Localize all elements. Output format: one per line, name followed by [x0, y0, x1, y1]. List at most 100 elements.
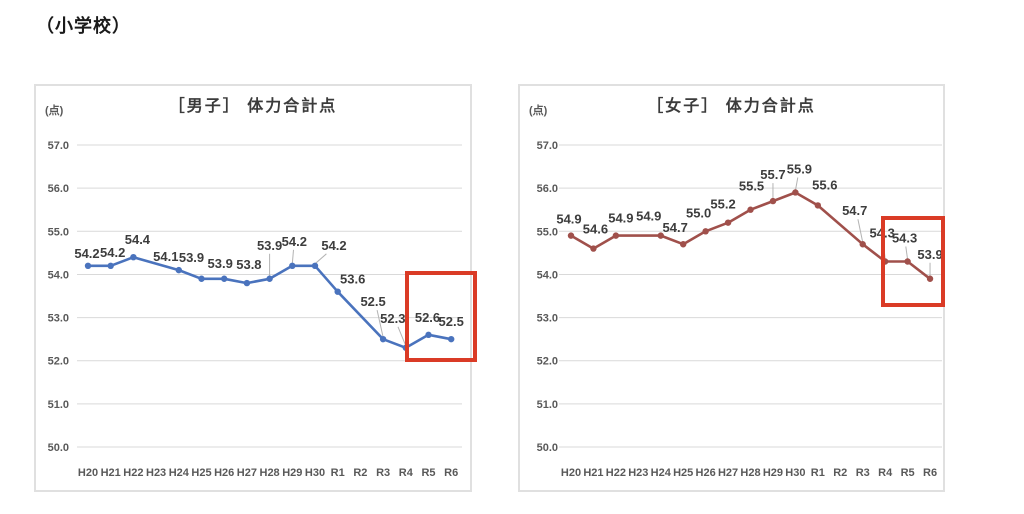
- data-label: 54.2: [282, 234, 307, 249]
- x-axis-tick: R1: [331, 467, 345, 479]
- highlight-box-boys-recent: [405, 271, 477, 362]
- y-axis-tick: 57.0: [537, 140, 558, 152]
- data-point-marker: [379, 335, 387, 343]
- x-axis-tick: R1: [811, 467, 825, 479]
- data-point-marker: [859, 241, 866, 248]
- data-point-marker: [130, 253, 137, 261]
- x-axis-tick: H27: [718, 467, 738, 479]
- data-point-marker: [769, 197, 777, 205]
- data-point-marker: [266, 275, 273, 282]
- data-point-marker: [311, 262, 319, 270]
- data-point-marker: [657, 232, 664, 239]
- x-axis-tick: R6: [444, 467, 458, 479]
- x-axis-tick: H22: [606, 467, 626, 479]
- data-point-marker: [747, 206, 754, 213]
- x-axis-tick: H24: [651, 467, 672, 479]
- y-axis-tick: 54.0: [537, 269, 558, 281]
- x-axis-tick: R4: [399, 467, 414, 479]
- x-axis-tick: R2: [833, 467, 847, 479]
- y-axis-tick: 53.0: [48, 313, 69, 325]
- data-label: 54.2: [74, 246, 99, 261]
- y-axis-unit-label: (点): [45, 105, 64, 117]
- data-point-marker: [243, 279, 251, 287]
- data-point-marker: [680, 241, 687, 248]
- label-leader-line: [397, 326, 407, 346]
- data-label: 54.6: [583, 222, 608, 237]
- x-axis-tick: R3: [376, 467, 390, 479]
- data-label: 54.2: [100, 245, 125, 260]
- y-axis-tick: 51.0: [48, 399, 69, 411]
- x-axis-tick: H28: [740, 467, 760, 479]
- x-axis-tick: H21: [101, 467, 121, 479]
- data-point-marker: [567, 232, 575, 239]
- data-label: 55.9: [787, 161, 812, 176]
- data-label: 53.6: [340, 272, 365, 287]
- data-point-marker: [724, 219, 732, 226]
- x-axis-tick: H23: [146, 467, 166, 479]
- data-label: 54.7: [663, 220, 688, 235]
- y-axis-tick: 52.0: [537, 356, 558, 368]
- data-point-marker: [702, 228, 709, 235]
- data-point-marker: [612, 232, 620, 239]
- label-leader-line: [314, 253, 327, 265]
- data-point-marker: [198, 275, 205, 282]
- data-label: 52.3: [380, 311, 405, 326]
- x-axis-tick: H21: [583, 467, 603, 479]
- data-point-marker: [84, 262, 92, 270]
- data-label: 55.5: [739, 179, 764, 194]
- label-leader-line: [857, 219, 864, 243]
- data-point-marker: [221, 275, 228, 282]
- chart-girls-total-score: ［女子］ 体力合計点 (点) 57.0 56.0 55.0 54.0 53.0 52.0 5…: [518, 84, 945, 492]
- data-label: 53.9: [208, 256, 233, 271]
- x-axis-tick: R2: [353, 467, 367, 479]
- data-point-marker: [926, 275, 934, 282]
- highlight-box-girls-recent: [881, 216, 945, 307]
- page-title: （小学校）: [36, 16, 131, 36]
- chart-title-girls: ［女子］ 体力合計点: [647, 98, 816, 115]
- y-axis-tick: 56.0: [537, 183, 558, 195]
- x-axis-tick: H27: [237, 467, 257, 479]
- data-label: 52.6: [415, 310, 440, 325]
- x-axis-tick: H23: [628, 467, 648, 479]
- x-axis-tick: H30: [305, 467, 325, 479]
- data-point-marker: [289, 262, 296, 270]
- data-label: 55.2: [710, 197, 735, 212]
- x-axis-tick: R6: [923, 467, 937, 479]
- x-axis-tick: R5: [901, 467, 915, 479]
- x-axis-tick: H26: [214, 467, 234, 479]
- label-leader-line: [794, 177, 799, 191]
- data-point-marker: [590, 245, 597, 252]
- data-label: 54.7: [842, 203, 867, 218]
- y-axis-tick: 50.0: [48, 442, 69, 454]
- data-point-marker: [814, 202, 822, 209]
- data-label: 54.4: [125, 232, 151, 247]
- y-axis-tick: 56.0: [48, 183, 69, 195]
- x-axis-tick: R4: [878, 467, 893, 479]
- data-label: 53.9: [179, 250, 204, 265]
- label-leader-line: [376, 310, 384, 338]
- data-point-marker: [175, 266, 182, 274]
- data-label: 53.9: [257, 238, 282, 253]
- data-label: 55.6: [812, 177, 837, 192]
- x-axis-tick: H22: [123, 467, 143, 479]
- data-point-marker: [904, 258, 911, 265]
- data-label: 54.3: [892, 230, 917, 245]
- data-label: 52.5: [439, 314, 464, 329]
- x-axis-tick: H20: [561, 467, 581, 479]
- x-axis-tick: R3: [856, 467, 870, 479]
- data-label: 53.8: [236, 257, 261, 272]
- data-point-marker: [792, 189, 799, 196]
- x-axis-tick: H25: [673, 467, 693, 479]
- y-axis-tick: 50.0: [537, 442, 558, 454]
- y-axis-tick: 57.0: [48, 140, 69, 152]
- x-axis-tick: H29: [763, 467, 783, 479]
- chart-boys-total-score: ［男子］ 体力合計点 (点) 57.0 56.0 55.0 54.0 53.0 52.0 5…: [34, 84, 472, 492]
- x-axis-tick: H29: [282, 467, 302, 479]
- x-axis-tick: H28: [260, 467, 280, 479]
- x-axis-tick: H30: [785, 467, 805, 479]
- x-axis-tick: H25: [191, 467, 211, 479]
- y-axis-unit-label: (点): [529, 105, 548, 117]
- x-axis-tick: H20: [78, 467, 98, 479]
